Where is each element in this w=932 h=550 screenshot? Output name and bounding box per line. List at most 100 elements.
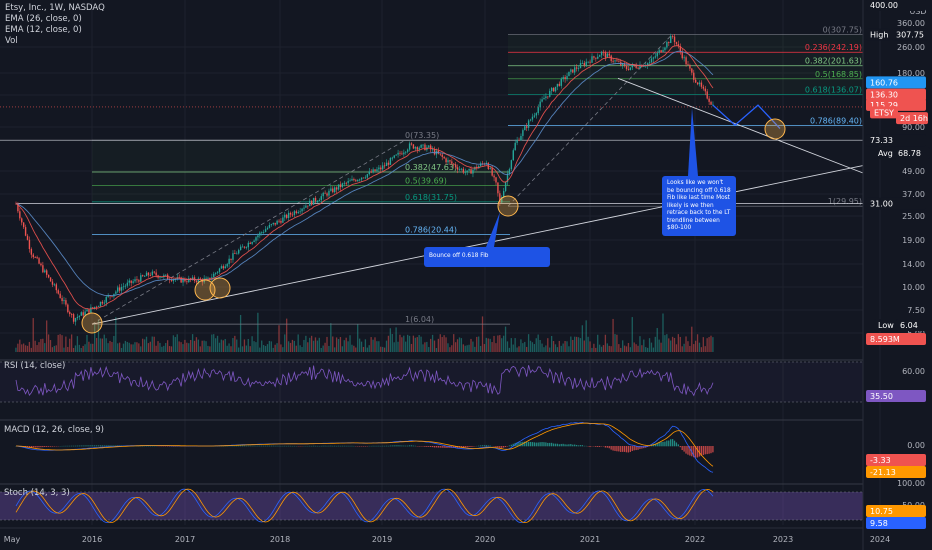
macd-histogram-bar [103, 445, 105, 447]
candle-body [537, 107, 539, 114]
volume-bar [40, 339, 42, 352]
volume-bar [358, 338, 361, 352]
candle-body [318, 200, 321, 201]
macd-histogram-bar [255, 445, 257, 447]
candle-body [414, 147, 417, 149]
volume-bar [232, 338, 234, 352]
volume-bar [441, 337, 443, 352]
macd-histogram-bar [616, 446, 618, 452]
candle-body [608, 53, 610, 56]
volume-bar [312, 340, 315, 352]
volume-bar [266, 344, 269, 352]
volume-bar [541, 343, 543, 352]
candle-body [320, 196, 322, 201]
candle-body [541, 99, 543, 102]
candle-body [712, 104, 714, 106]
macd-pane[interactable] [15, 421, 714, 473]
volume-bar [224, 338, 226, 352]
macd-histogram-bar [516, 442, 518, 447]
fib-retracement-2020-2021[interactable]: 0(307.75) 0.236(242.19) 0.382(201.63) 0.5(1… [507, 26, 863, 207]
ema12-label[interactable]: EMA (12, close, 0) [5, 25, 82, 35]
candle-body [159, 277, 161, 278]
time-axis[interactable]: May 2016 2017 2018 2019 2020 2021 2022 2023 2024 [0, 527, 890, 544]
stoch-pane[interactable] [0, 488, 863, 524]
candle-body [94, 306, 96, 309]
volume-bar [101, 338, 103, 352]
volume-bar [401, 337, 403, 352]
volume-bar [376, 341, 378, 352]
macd-histogram-bar [51, 446, 54, 447]
drawings[interactable] [81, 77, 864, 334]
candle-body [637, 67, 639, 69]
ema26-label[interactable]: EMA (26, close, 0) [5, 14, 82, 24]
macd-histogram-bar [472, 446, 474, 447]
macd-histogram-bar [42, 446, 44, 448]
candle-body [430, 145, 432, 150]
time-tick: 2018 [270, 535, 290, 544]
candle-body [213, 273, 215, 278]
candle-body [78, 315, 81, 317]
macd-histogram-bar [685, 446, 687, 454]
candle-body [416, 147, 418, 150]
candle-body [612, 60, 614, 62]
macd-histogram-bar [453, 446, 455, 448]
analysis-callout[interactable]: Looks like we won't be bouncing off 0.61… [662, 176, 736, 236]
candle-body [604, 52, 607, 58]
volume-bar [59, 334, 61, 352]
macd-histogram-bar [693, 446, 695, 458]
volume-bar [38, 342, 40, 352]
candle-body [533, 115, 536, 117]
volume-bar [186, 342, 188, 352]
candle-body [312, 197, 315, 205]
candle-body [53, 284, 56, 286]
stoch-label[interactable]: Stoch (14, 3, 3) [4, 488, 70, 498]
macd-histogram-bar [689, 446, 691, 456]
candle-body [140, 275, 142, 282]
macd-histogram-bar [512, 443, 514, 447]
bounce-callout[interactable]: Bounce off 0.618 Fib [424, 247, 550, 267]
volume-bar [247, 339, 249, 352]
candle-body [270, 224, 273, 226]
volume-bar [55, 345, 57, 352]
volume-bar [439, 334, 441, 352]
candle-body [397, 152, 399, 155]
volume-bar [456, 339, 459, 352]
countdown-tag-bg [896, 112, 928, 125]
volume-label[interactable]: Vol [5, 36, 18, 46]
volume-bar [53, 345, 55, 352]
volume-bar [76, 336, 79, 352]
volume-bar [606, 343, 608, 352]
symbol-title[interactable]: Etsy, Inc., 1W, NASDAQ [5, 3, 105, 13]
fib-trend-line [91, 139, 406, 325]
price-tag-bg [866, 134, 926, 147]
volume-bar [82, 345, 84, 352]
candle-body [441, 154, 443, 157]
volume-bar [124, 340, 127, 352]
volume-bar [220, 339, 223, 352]
volume-bar [259, 347, 261, 352]
candle-body [74, 318, 77, 322]
candle-body [504, 182, 507, 192]
candle-body [598, 55, 601, 57]
macd-signal-tag: -21.13 [870, 468, 896, 477]
candle-body [341, 183, 344, 188]
macd-label[interactable]: MACD (12, 26, close, 9) [4, 425, 104, 435]
fib-trend-line [507, 34, 673, 207]
volume-bar [226, 345, 228, 352]
volume-bar [278, 325, 280, 352]
volume-bar [303, 339, 305, 352]
candle-body [618, 61, 620, 63]
macd-histogram-bar [437, 446, 439, 448]
macd-histogram-bar [468, 446, 470, 447]
candle-body [385, 162, 388, 167]
price-tag: 160.76 [870, 78, 898, 87]
price-axis[interactable]: USD360.00260.00180.00125.0090.0049.0037.… [862, 0, 927, 550]
rsi-label[interactable]: RSI (14, close) [4, 361, 66, 371]
volume-bar [391, 334, 393, 352]
price-tick: 19.00 [902, 236, 925, 245]
rsi-pane[interactable] [0, 361, 863, 403]
macd-histogram-bar [111, 445, 113, 447]
volume-bar [328, 345, 330, 352]
